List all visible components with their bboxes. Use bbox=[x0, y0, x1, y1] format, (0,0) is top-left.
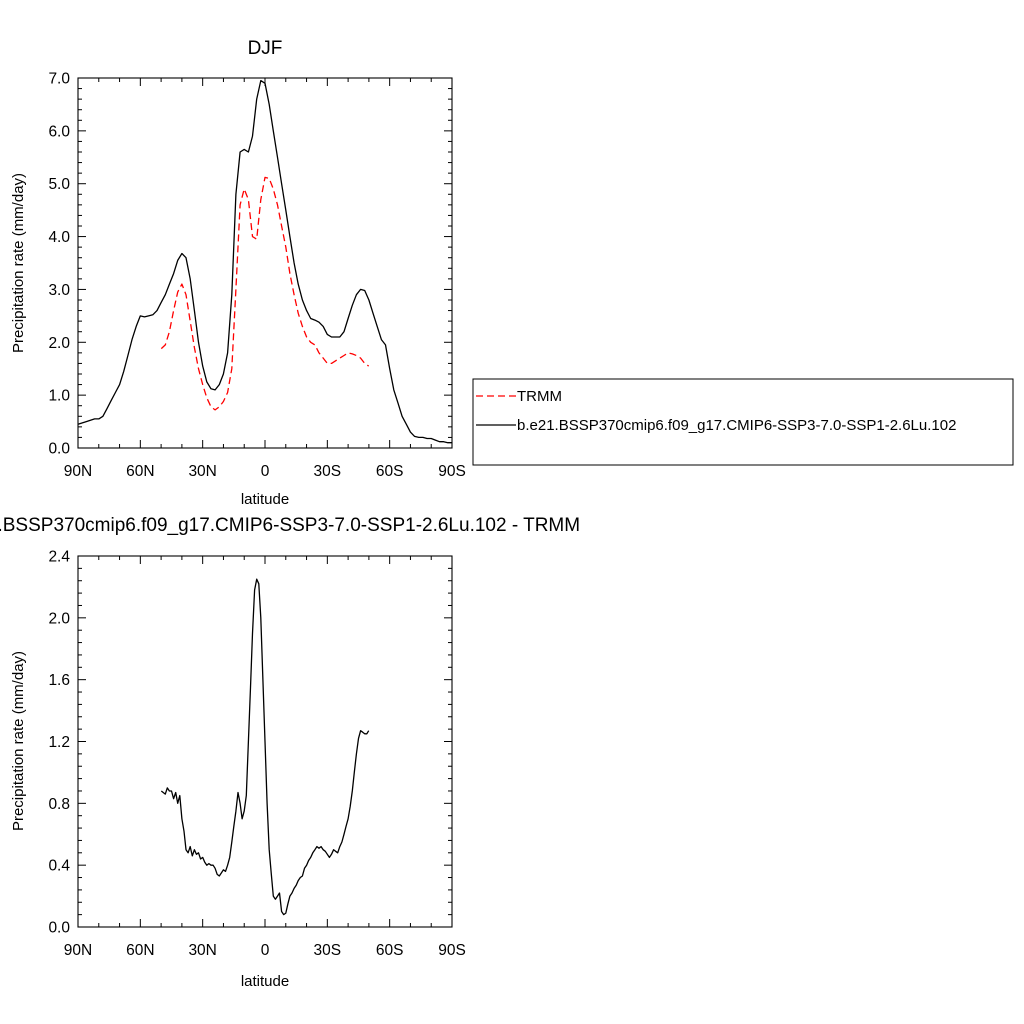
legend-box bbox=[472, 378, 1014, 466]
top-chart-y-tick-label: 7.0 bbox=[48, 71, 70, 88]
top-chart-y-tick-label: 6.0 bbox=[48, 123, 70, 140]
bottom-chart-x-tick-label: 0 bbox=[261, 942, 270, 959]
bottom-chart-y-tick-labels: 0.0 0.4 0.8 1.2 1.6 2.0 2.4 bbox=[48, 549, 70, 937]
top-chart-x-tick-label: 60N bbox=[126, 463, 154, 480]
bottom-chart-x-tick-label: 60S bbox=[376, 942, 404, 959]
top-chart-frame bbox=[77, 77, 453, 449]
bottom-chart-y-tick-label: 2.0 bbox=[48, 610, 70, 627]
bottom-chart-series-line-0 bbox=[160, 578, 370, 916]
bottom-chart-y-axis-label: Precipitation rate (mm/day) bbox=[10, 651, 27, 831]
bottom-chart-y-tick-label: 1.6 bbox=[48, 672, 70, 689]
bottom-chart-y-tick-label: 0.4 bbox=[48, 858, 70, 875]
top-chart-x-tick-label: 0 bbox=[261, 463, 270, 480]
bottom-chart-x-axis-label: latitude bbox=[241, 973, 289, 990]
top-chart-series bbox=[77, 79, 452, 444]
top-chart-series-line-0 bbox=[160, 176, 370, 411]
top-chart-title: DJF bbox=[248, 38, 283, 59]
bottom-chart-x-tick-label: 30N bbox=[188, 942, 216, 959]
bottom-chart-x-tick-label: 90S bbox=[438, 942, 466, 959]
bottom-chart-ticks bbox=[77, 555, 453, 928]
bottom-chart-series bbox=[160, 578, 370, 916]
bottom-chart-y-tick-label: 0.8 bbox=[48, 796, 70, 813]
bottom-chart-y-tick-label: 2.4 bbox=[48, 549, 70, 566]
bottom-chart-title: b.e21.BSSP370cmip6.f09_g17.CMIP6-SSP3-7.… bbox=[0, 515, 580, 536]
top-chart-y-tick-label: 1.0 bbox=[48, 388, 70, 405]
top-chart-x-tick-label: 90S bbox=[438, 463, 466, 480]
bottom-chart-y-tick-label: 0.0 bbox=[48, 920, 70, 937]
legend-label-trmm: TRMM bbox=[517, 388, 562, 405]
top-chart-x-axis-label: latitude bbox=[241, 491, 289, 508]
top-chart-x-tick-label: 30S bbox=[314, 463, 342, 480]
top-chart-series-line-1 bbox=[77, 79, 452, 444]
legend-label-model: b.e21.BSSP370cmip6.f09_g17.CMIP6-SSP3-7.… bbox=[517, 417, 956, 434]
top-chart-y-tick-label: 0.0 bbox=[48, 441, 70, 458]
top-chart-y-tick-labels: 0.0 1.0 2.0 3.0 4.0 5.0 6.0 7.0 bbox=[48, 71, 70, 458]
top-chart-x-tick-label: 30N bbox=[188, 463, 216, 480]
top-chart-x-tick-label: 90N bbox=[64, 463, 92, 480]
top-chart-x-tick-label: 60S bbox=[376, 463, 404, 480]
top-chart: DJF 0.0 1.0 2.0 3.0 4.0 5.0 6.0 7.0 90N 60N 30N 0 3… bbox=[10, 38, 466, 508]
bottom-chart-x-tick-labels: 90N 60N 30N 0 30S 60S 90S bbox=[64, 942, 466, 959]
bottom-chart-x-tick-label: 30S bbox=[314, 942, 342, 959]
bottom-chart-x-tick-label: 60N bbox=[126, 942, 154, 959]
top-chart-y-tick-label: 4.0 bbox=[48, 229, 70, 246]
top-chart-y-tick-label: 3.0 bbox=[48, 282, 70, 299]
top-chart-y-axis-label: Precipitation rate (mm/day) bbox=[10, 173, 27, 353]
top-chart-x-tick-labels: 90N 60N 30N 0 30S 60S 90S bbox=[64, 463, 466, 480]
bottom-chart-y-tick-label: 1.2 bbox=[48, 734, 70, 751]
top-chart-y-tick-label: 5.0 bbox=[48, 176, 70, 193]
top-chart-y-tick-label: 2.0 bbox=[48, 335, 70, 352]
top-chart-ticks bbox=[77, 77, 453, 449]
bottom-chart-x-tick-label: 90N bbox=[64, 942, 92, 959]
bottom-chart: b.e21.BSSP370cmip6.f09_g17.CMIP6-SSP3-7.… bbox=[0, 515, 580, 990]
legend: TRMM b.e21.BSSP370cmip6.f09_g17.CMIP6-SS… bbox=[472, 378, 1014, 466]
